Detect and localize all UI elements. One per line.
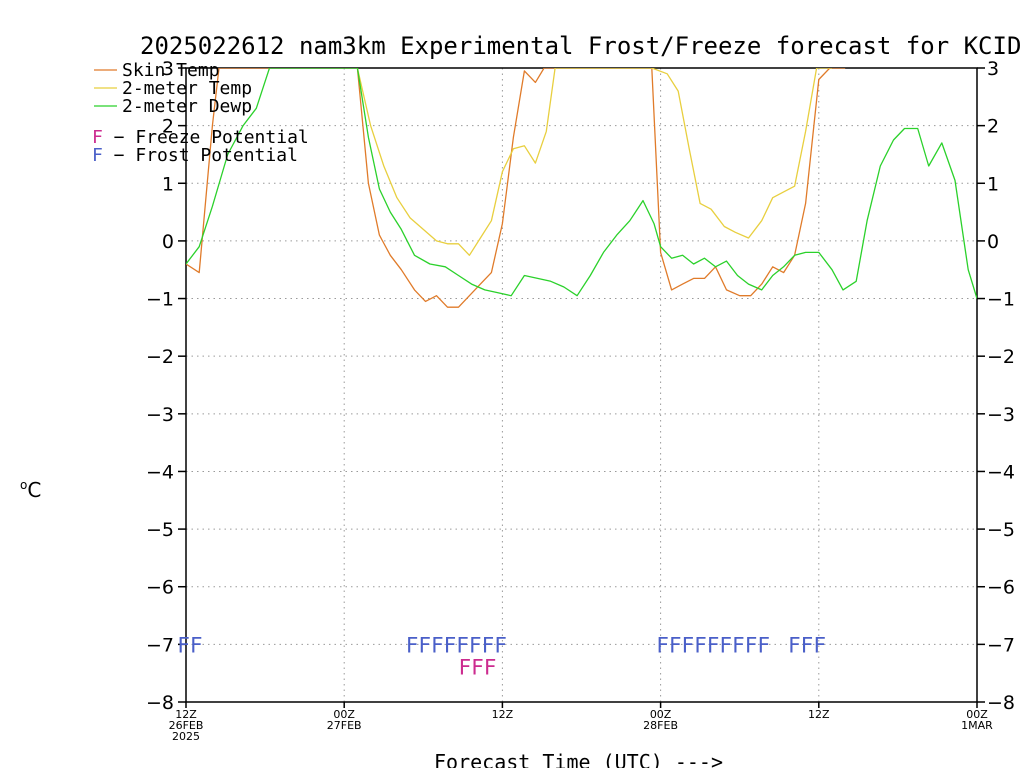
x-axis-label: Forecast Time (UTC) ---> — [434, 750, 723, 768]
x-tick-label: 28FEB — [643, 719, 678, 732]
y-tick-label-right: −2 — [987, 346, 1015, 368]
potential-letter: F — [92, 145, 103, 166]
x-tick-label: 00Z — [966, 708, 988, 721]
y-tick-label-left: 1 — [162, 173, 174, 195]
frost-flag: FFFFFFFFF — [656, 633, 770, 657]
y-tick-label-left: −3 — [146, 404, 174, 426]
y-tick-label-left: 3 — [162, 58, 174, 80]
y-tick-label-right: 1 — [987, 173, 999, 195]
y-tick-label-left: 0 — [162, 231, 174, 253]
series-line-2-meter-temp — [356, 68, 832, 256]
y-tick-label-left: −2 — [146, 346, 174, 368]
y-tick-label-right: −3 — [987, 404, 1015, 426]
x-tick-label: 27FEB — [327, 719, 362, 732]
x-tick-label: 1MAR — [961, 719, 993, 732]
x-tick-label: 12Z — [492, 708, 514, 721]
potential-legend-entry: F − Frost Potential — [92, 145, 298, 166]
y-tick-label-right: −1 — [987, 289, 1015, 311]
grid-lines — [186, 68, 977, 702]
x-tick-label: 00Z — [650, 708, 672, 721]
potential-legend-entry: F − Freeze Potential — [92, 127, 309, 148]
y-tick-label-left: −8 — [146, 692, 174, 714]
series-lines — [186, 68, 977, 308]
x-tick-label: 12Z — [808, 708, 830, 721]
series-line-skin-temp — [186, 68, 846, 308]
x-tick-label: 12Z — [175, 708, 197, 721]
y-tick-label-right: 3 — [987, 58, 999, 80]
legend-label: 2-meter Temp — [122, 78, 252, 99]
plot-frame — [185, 67, 978, 703]
frost-flag: FFFFFFFF — [406, 633, 507, 657]
frost-freeze-flags: FF FFFFFFFF FFFFFFFFF FFFFFF — [177, 633, 826, 679]
y-tick-label-right: 2 — [987, 116, 999, 138]
freeze-flag: FFF — [458, 655, 496, 679]
x-tick-label: 26FEB — [169, 719, 204, 732]
series-line-2-meter-dewp — [186, 68, 977, 299]
y-axis-unit-label: oC — [20, 478, 41, 502]
y-tick-label-left: −4 — [146, 461, 174, 483]
legend-label: 2-meter Dewp — [122, 96, 252, 117]
x-tick-label: 2025 — [172, 730, 200, 743]
frost-flag: FFF — [788, 633, 826, 657]
y-tick-label-left: −1 — [146, 289, 174, 311]
y-tick-label-right: −8 — [987, 692, 1015, 714]
y-tick-label-left: −5 — [146, 519, 174, 541]
y-tick-label-right: −6 — [987, 577, 1015, 599]
potential-label: − Frost Potential — [103, 145, 298, 166]
y-tick-label-right: −5 — [987, 519, 1015, 541]
legend-label: Skin Temp — [122, 60, 220, 81]
y-tick-label-right: −7 — [987, 634, 1015, 656]
x-tick-label: 00Z — [333, 708, 355, 721]
y-tick-label-left: −6 — [146, 577, 174, 599]
frost-flag: FF — [177, 633, 202, 657]
y-tick-label-right: 0 — [987, 231, 999, 253]
y-tick-label-left: 2 — [162, 116, 174, 138]
y-tick-label-left: −7 — [146, 634, 174, 656]
potential-label: − Freeze Potential — [103, 127, 309, 148]
chart-title: 2025022612 nam3km Experimental Frost/Fre… — [140, 32, 1021, 60]
potential-letter: F — [92, 127, 103, 148]
y-tick-label-right: −4 — [987, 461, 1015, 483]
y-axis-ticks: −8 −8 −7 −7 −6 −6 −5 −5 −4 −4 −3 −3 −2 −2 −1 −1 0 0 1 1 2 2 3 3 — [146, 58, 1015, 714]
